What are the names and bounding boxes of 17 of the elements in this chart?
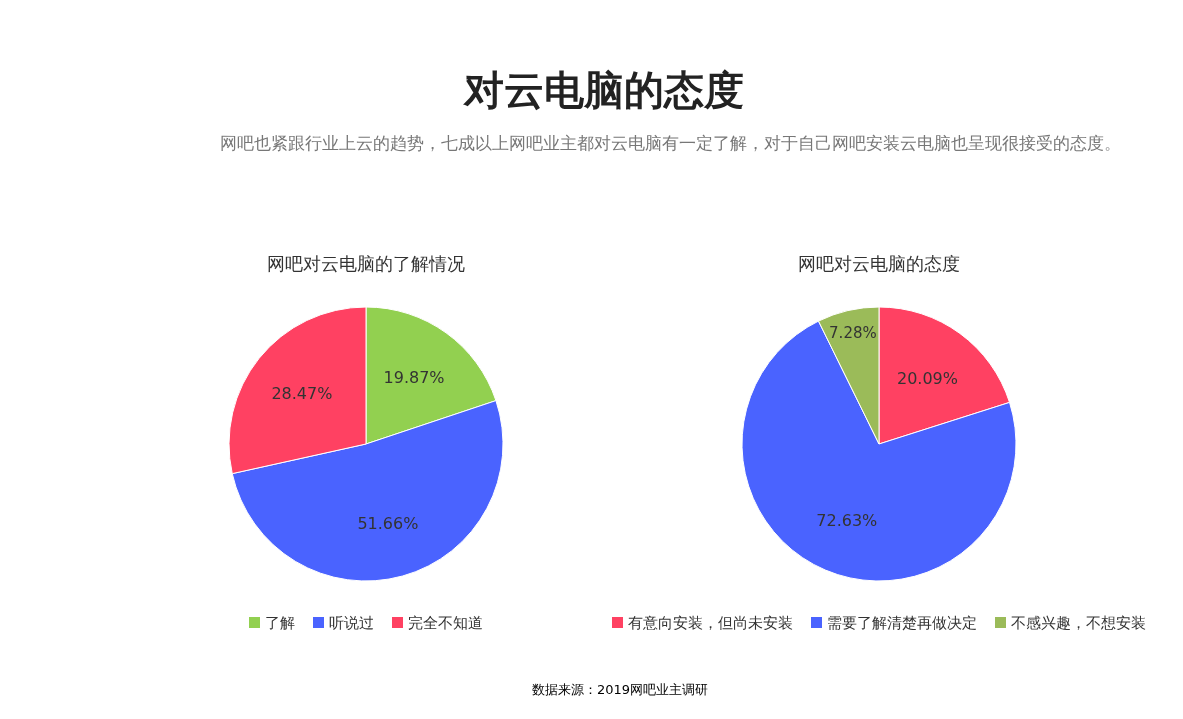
legend-label: 有意向安装，但尚未安装 xyxy=(628,614,793,632)
legend-label: 需要了解清楚再做决定 xyxy=(827,614,977,632)
legend-label: 听说过 xyxy=(329,614,374,632)
data-label: 28.47% xyxy=(271,383,333,403)
data-label: 72.63% xyxy=(816,510,878,530)
chart-title: 网吧对云电脑的态度 xyxy=(798,253,960,274)
chart-title: 网吧对云电脑的了解情况 xyxy=(267,253,465,274)
data-label: 51.66% xyxy=(357,514,419,534)
legend-label: 不感兴趣，不想安装 xyxy=(1011,614,1146,632)
text: 对云电脑的态度 xyxy=(462,67,744,113)
data-label: 19.87% xyxy=(383,368,445,388)
text: 网吧也紧跟行业上云的趋势，七成以上网吧业主都对云电脑有一定了解，对于自己网吧安装云电脑也呈现很接受的态度。 xyxy=(219,133,1121,153)
source-note: 数据来源：2019网吧业主调研 xyxy=(531,682,709,697)
data-label: 7.28% xyxy=(829,323,877,342)
legend-label: 了解 xyxy=(265,614,295,632)
legend-label: 完全不知道 xyxy=(408,614,483,632)
data-label: 20.09% xyxy=(897,368,959,388)
